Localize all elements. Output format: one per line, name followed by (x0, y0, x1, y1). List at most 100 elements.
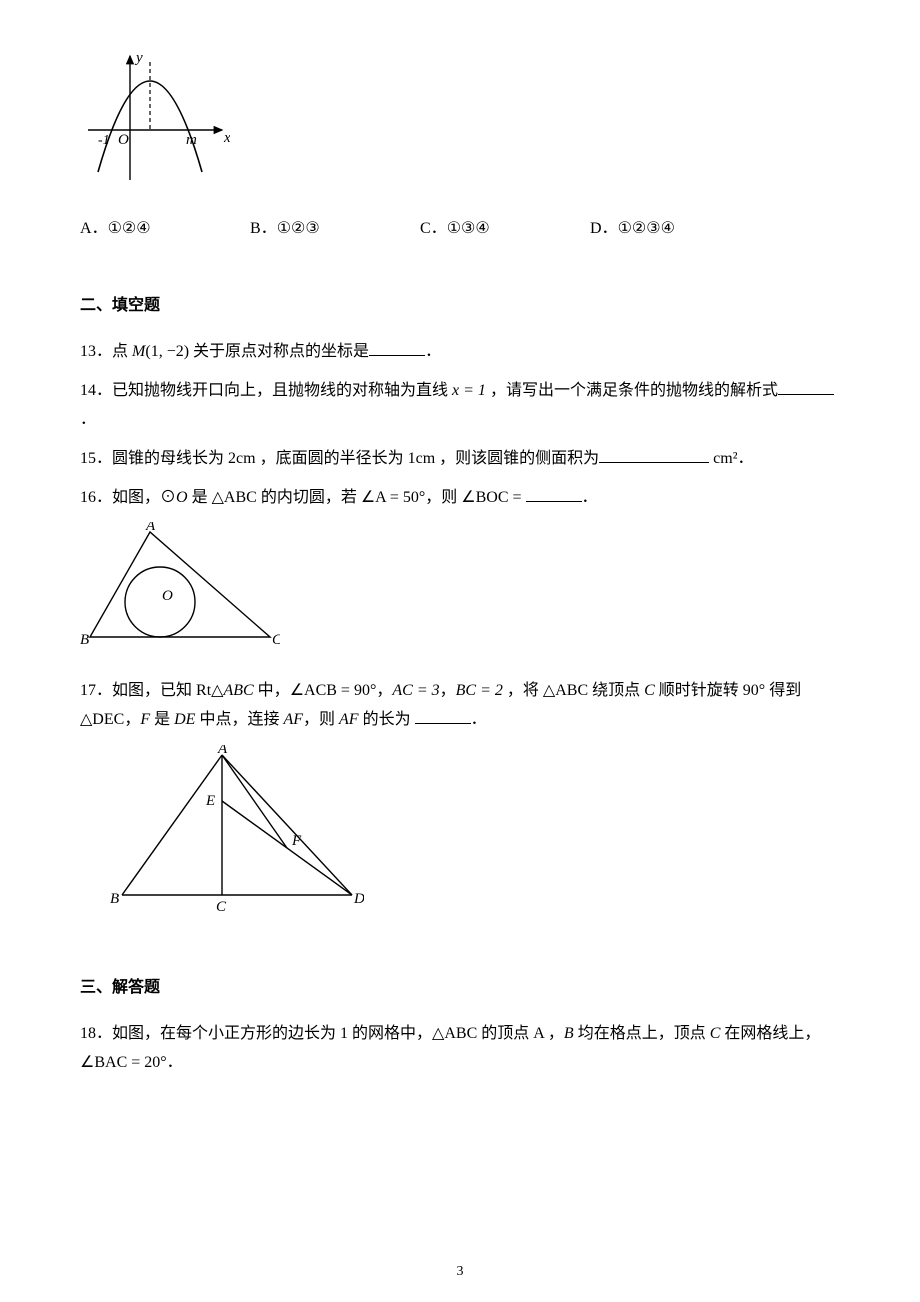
q16-t2: 是 (188, 489, 212, 506)
q16: 16．如图，⊙O 是 △ABC 的内切圆，若 ∠A = 50°，则 ∠BOC =… (80, 484, 840, 513)
q18-Bpt: B (564, 1025, 574, 1042)
incircle-figure: A B C O (80, 522, 840, 663)
option-c[interactable]: C．①③④ (420, 215, 590, 244)
q17-l2a: △DEC (80, 711, 124, 728)
q15-v1: 2cm (228, 450, 256, 467)
incircle-A: A (145, 522, 156, 534)
rot-D: D (353, 891, 364, 907)
q14-eq: x = 1 (452, 382, 486, 399)
q15: 15．圆锥的母线长为 2cm ，底面圆的半径长为 1cm ，则该圆锥的侧面积为 … (80, 445, 840, 474)
q14-t2: ，请写出一个满足条件的抛物线的解析式 (490, 382, 778, 399)
q18-Cpt: C (710, 1025, 721, 1042)
q17-t1: 如图，已知 Rt△ (112, 682, 223, 699)
q16-blank[interactable] (526, 485, 582, 502)
q18-tail: ． (167, 1054, 183, 1071)
rot-E: E (205, 793, 215, 809)
q16-t1: 如图，⊙ (112, 489, 176, 506)
q17-l2c: 中点，连接 (195, 711, 283, 728)
q17-AF: AF (283, 711, 303, 728)
q17-num: 17． (80, 682, 112, 699)
q17-tri2: △ABC (543, 682, 588, 699)
q17-ABC: ABC (223, 682, 253, 699)
option-a-text: ①②④ (108, 220, 151, 237)
q13: 13．点 M(1, −2) 关于原点对称点的坐标是． (80, 338, 840, 367)
rot-B: B (110, 891, 119, 907)
rotation-figure: A B C D E F (104, 745, 840, 926)
q16-O: O (176, 489, 188, 506)
q17-AC: AC = 3 (392, 682, 439, 699)
q13-blank[interactable] (369, 339, 425, 356)
incircle-B: B (80, 632, 89, 648)
parabola-figure: y x O -1 m (80, 50, 840, 201)
edge-AF (222, 755, 287, 848)
q17-Cpt: C (644, 682, 655, 699)
q14-blank[interactable] (778, 378, 834, 395)
page-number: 3 (0, 1259, 920, 1284)
q16-t4: ，则 (425, 489, 461, 506)
incircle-O: O (162, 588, 173, 604)
incircle-triangle (90, 532, 270, 637)
axis-label-y: y (134, 50, 143, 66)
q17-angACB: ∠ACB = 90° (290, 682, 377, 699)
section-2-heading: 二、填空题 (80, 292, 840, 321)
q15-num: 15． (80, 450, 112, 467)
incircle-circle (125, 567, 195, 637)
rot-A: A (217, 745, 228, 757)
option-d-text: ①②③④ (618, 220, 675, 237)
edge-AD (222, 755, 352, 895)
q18: 18．如图，在每个小正方形的边长为 1 的网格中，△ABC 的顶点 A ，B 均… (80, 1020, 840, 1078)
option-a-prefix: A． (80, 220, 108, 237)
q17-tail: ． (471, 711, 487, 728)
mc-options: A．①②④ B．①②③ C．①③④ D．①②③④ (80, 215, 840, 244)
q17-t3: ，将 (503, 682, 543, 699)
rot-F: F (291, 833, 302, 849)
q17-Fpt: F (140, 711, 150, 728)
section-3-heading: 三、解答题 (80, 974, 840, 1003)
origin-label: O (118, 132, 129, 148)
rotation-svg: A B C D E F (104, 745, 364, 915)
q13-tail: ． (425, 343, 441, 360)
edge-BA (122, 755, 222, 895)
q13-coords: (1, −2) (145, 343, 189, 360)
q17-blank[interactable] (415, 707, 471, 724)
q18-tri: △ABC (432, 1025, 477, 1042)
neg1-label: -1 (98, 133, 110, 148)
q17: 17．如图，已知 Rt△ABC 中，∠ACB = 90°，AC = 3，BC =… (80, 677, 840, 735)
q14-num: 14． (80, 382, 112, 399)
q13-num: 13． (80, 343, 112, 360)
incircle-C: C (272, 632, 280, 648)
q13-t1: 点 (112, 343, 128, 360)
q15-blank[interactable] (599, 446, 709, 463)
q16-t3: 的内切圆，若 (257, 489, 361, 506)
q18-t2: 的顶点 A ， (477, 1025, 564, 1042)
q17-t4: 绕顶点 (588, 682, 644, 699)
q17-l2e: 的长为 (359, 711, 415, 728)
q14-t1: 已知抛物线开口向上，且抛物线的对称轴为直线 (112, 382, 448, 399)
option-a[interactable]: A．①②④ (80, 215, 250, 244)
q17-t2: 中， (254, 682, 290, 699)
option-b-text: ①②③ (277, 220, 320, 237)
axis-label-x: x (223, 130, 230, 146)
q18-t1: 如图，在每个小正方形的边长为 1 的网格中， (112, 1025, 432, 1042)
q17-sep1: ， (376, 682, 392, 699)
q18-line2: ∠BAC = 20° (80, 1054, 167, 1071)
incircle-svg: A B C O (80, 522, 280, 652)
option-b[interactable]: B．①②③ (250, 215, 420, 244)
q17-DE: DE (174, 711, 195, 728)
q17-l2d: ，则 (303, 711, 339, 728)
q18-t4: 在网格线上， (720, 1025, 820, 1042)
q14: 14．已知抛物线开口向上，且抛物线的对称轴为直线 x = 1 ，请写出一个满足条… (80, 377, 840, 435)
m-label: m (186, 132, 197, 148)
option-c-text: ①③④ (447, 220, 490, 237)
q17-l2b: 是 (150, 711, 174, 728)
option-c-prefix: C． (420, 220, 447, 237)
q16-tri: △ABC (212, 489, 257, 506)
option-d[interactable]: D．①②③④ (590, 215, 760, 244)
q15-tail: ． (738, 450, 754, 467)
q13-M: M (132, 343, 145, 360)
q15-t3: ，则该圆锥的侧面积为 (439, 450, 599, 467)
parabola-svg: y x O -1 m (80, 50, 230, 190)
q17-l2sep: ， (124, 711, 140, 728)
q17-BC: BC = 2 (456, 682, 503, 699)
q16-angBOC: ∠BOC = (461, 489, 521, 506)
